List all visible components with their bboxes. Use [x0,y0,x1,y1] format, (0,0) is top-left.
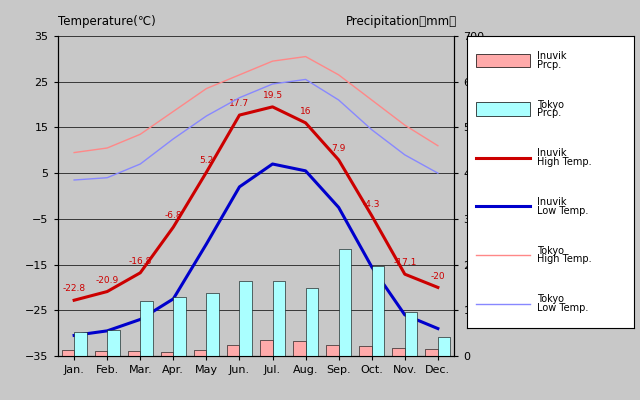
Text: Tokyo: Tokyo [537,100,564,110]
Text: -20.9: -20.9 [95,276,119,285]
Bar [206,293,219,356]
Bar [194,350,206,356]
Bar [438,337,451,356]
Text: Precipitation（mm）: Precipitation（mm） [346,15,457,28]
Bar [339,249,351,356]
Bar [161,352,173,356]
Text: Tokyo: Tokyo [537,246,564,256]
Bar [404,312,417,356]
Text: Inuvik: Inuvik [537,148,566,158]
Text: -20: -20 [431,272,445,280]
Text: -17.1: -17.1 [393,258,417,267]
Bar [95,350,107,356]
Bar [476,102,531,116]
Text: -16.8: -16.8 [129,257,152,266]
Text: High Temp.: High Temp. [537,254,592,264]
Text: -22.8: -22.8 [63,284,86,293]
Bar [359,346,372,356]
Bar [306,288,318,356]
Bar [293,341,305,356]
Text: 7.9: 7.9 [332,144,346,153]
Text: Tokyo: Tokyo [537,294,564,304]
Text: -4.3: -4.3 [363,200,381,209]
Text: 5.2: 5.2 [199,156,214,165]
Bar [426,349,438,356]
Bar [61,350,74,356]
Text: Temperature(℃): Temperature(℃) [58,15,156,28]
Text: -6.8: -6.8 [164,211,182,220]
Bar [128,352,140,356]
Bar [273,280,285,356]
Bar [173,296,186,356]
Text: Low Temp.: Low Temp. [537,303,588,313]
Bar [140,301,153,356]
Bar [476,54,531,67]
Bar [372,266,384,356]
Bar [239,280,252,356]
Bar [74,332,86,356]
Bar [392,348,405,356]
Text: High Temp.: High Temp. [537,157,592,167]
Bar [260,340,273,356]
Text: 19.5: 19.5 [262,91,283,100]
Text: Prcp.: Prcp. [537,60,561,70]
Text: Low Temp.: Low Temp. [537,206,588,216]
Text: 17.7: 17.7 [229,99,250,108]
Text: Inuvik: Inuvik [537,197,566,207]
Bar [107,330,120,356]
Bar [326,344,339,356]
Text: Prcp.: Prcp. [537,108,561,118]
Text: 16: 16 [300,107,311,116]
Bar [227,346,239,356]
Text: Inuvik: Inuvik [537,51,566,61]
